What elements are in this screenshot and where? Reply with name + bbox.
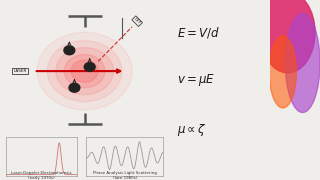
Text: $v = \mu E$: $v = \mu E$	[177, 72, 216, 88]
Circle shape	[64, 55, 105, 88]
Text: LASER: LASER	[13, 69, 27, 73]
Text: Laser-Doppler Electrophoresis
(early 1970s): Laser-Doppler Electrophoresis (early 197…	[11, 171, 72, 180]
Text: DET: DET	[133, 17, 141, 25]
Circle shape	[84, 62, 95, 71]
Circle shape	[69, 83, 80, 92]
Ellipse shape	[285, 14, 320, 113]
Text: $E = V/d$: $E = V/d$	[177, 25, 221, 40]
Circle shape	[47, 41, 122, 102]
Text: Phase Analysis Light Scattering
(late 1980s): Phase Analysis Light Scattering (late 19…	[93, 171, 157, 180]
Circle shape	[64, 46, 75, 55]
Circle shape	[71, 60, 98, 82]
Ellipse shape	[269, 36, 296, 108]
Circle shape	[56, 48, 114, 95]
Ellipse shape	[260, 0, 315, 73]
Circle shape	[37, 32, 132, 110]
Text: $\mu \propto \zeta$: $\mu \propto \zeta$	[177, 122, 207, 138]
